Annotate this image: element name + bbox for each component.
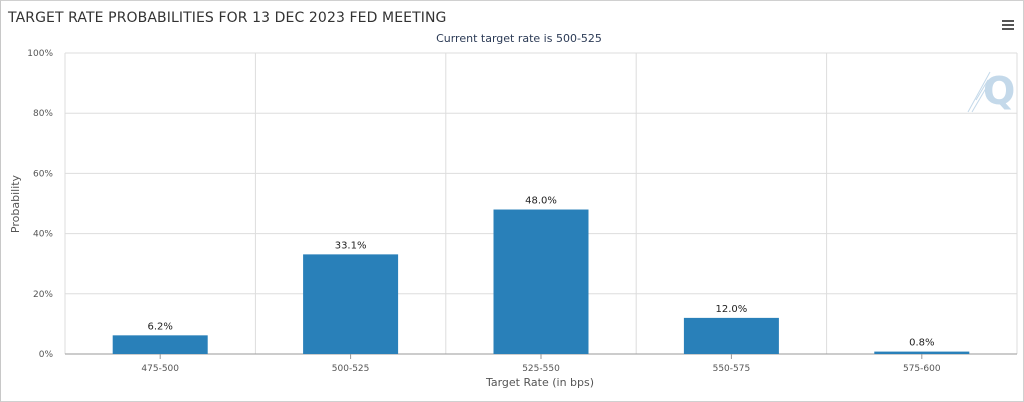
y-axis-title: Probability: [9, 174, 22, 233]
chart-subtitle: Current target rate is 500-525: [436, 32, 602, 45]
x-tick-label-525-550: 525-550: [522, 364, 560, 374]
x-tick-label-475-500: 475-500: [141, 364, 179, 374]
bar-575-600[interactable]: [874, 351, 970, 354]
x-tick-labels: 475-500 500-525 525-550 550-575 575-600: [141, 354, 941, 374]
y-tick-label: 80%: [33, 109, 53, 119]
x-axis-title: Target Rate (in bps): [485, 376, 594, 389]
data-label-550-575: 12.0%: [716, 304, 748, 315]
y-tick-label: 40%: [33, 230, 53, 240]
y-tick-label: 100%: [27, 49, 53, 59]
bar-500-525[interactable]: [303, 254, 399, 354]
chart-title: TARGET RATE PROBABILITIES FOR 13 DEC 202…: [8, 10, 447, 26]
bar-475-500[interactable]: [112, 335, 208, 354]
hamburger-menu-icon[interactable]: [1001, 17, 1015, 31]
x-tick-label-575-600: 575-600: [903, 364, 941, 374]
data-label-500-525: 33.1%: [335, 240, 367, 251]
data-labels: 6.2% 33.1% 48.0% 12.0% 0.8%: [147, 196, 934, 349]
bars: [112, 209, 970, 354]
quantum-logo: Q: [967, 69, 1015, 113]
y-tick-label: 20%: [33, 290, 53, 300]
data-label-475-500: 6.2%: [147, 321, 172, 332]
bar-525-550[interactable]: [493, 209, 589, 354]
y-tick-label: 0%: [39, 350, 54, 360]
x-tick-label-500-525: 500-525: [332, 364, 370, 374]
data-label-575-600: 0.8%: [909, 338, 934, 349]
data-label-525-550: 48.0%: [525, 196, 557, 207]
bar-550-575[interactable]: [683, 317, 779, 354]
x-tick-label-550-575: 550-575: [713, 364, 751, 374]
y-tick-label: 60%: [33, 169, 53, 179]
y-tick-labels: 0% 20% 40% 60% 80% 100%: [27, 49, 53, 360]
logo-letter: Q: [983, 69, 1015, 113]
logo-lines: [967, 71, 993, 113]
